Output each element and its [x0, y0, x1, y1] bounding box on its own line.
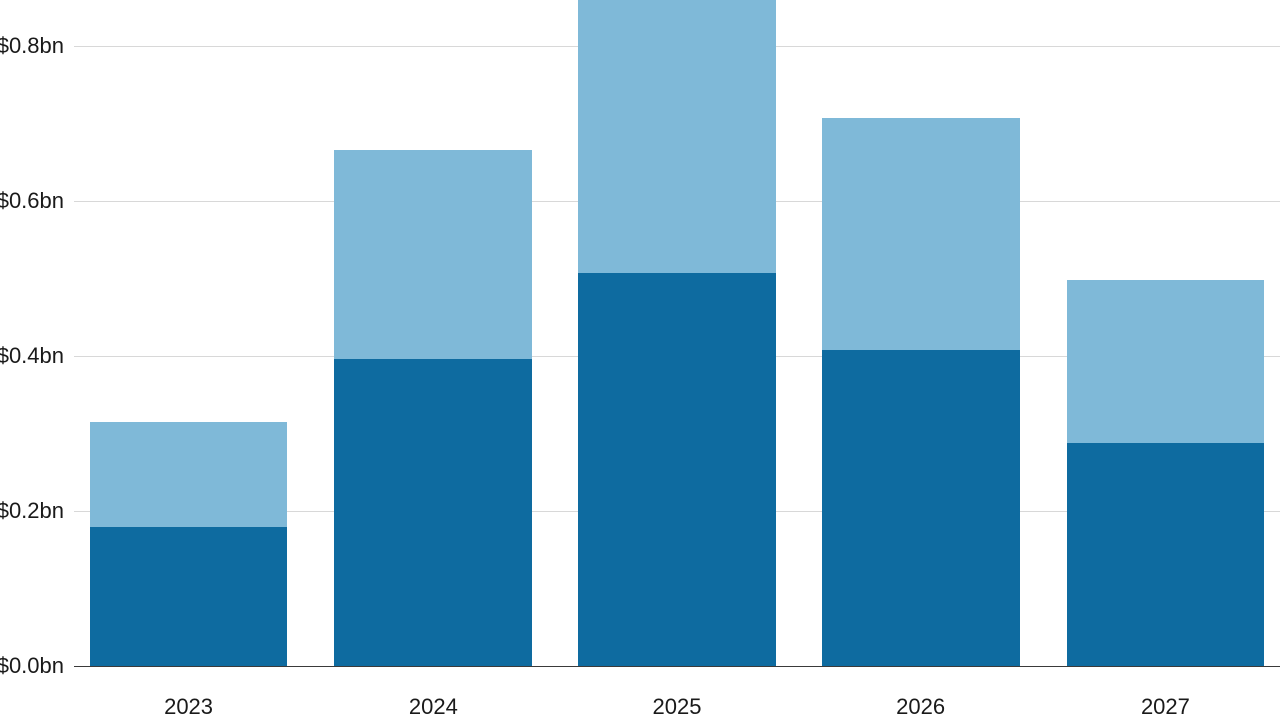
bar-segment-top [90, 422, 288, 527]
bar [90, 0, 288, 666]
bar-segment-top [578, 0, 776, 273]
bar [578, 0, 776, 666]
bar-segment-bottom [334, 359, 532, 666]
bar-segment-top [334, 150, 532, 359]
bar-segment-bottom [90, 527, 288, 666]
x-tick-label: 2027 [1141, 694, 1190, 720]
bar [822, 0, 1020, 666]
stacked-bar-chart: $0.0bn $0.2bn $0.4bn $0.6bn $0.8bn 2023 2024 2… [0, 0, 1280, 720]
y-tick-label: $0.8bn [0, 33, 64, 59]
x-tick-label: 2023 [164, 694, 213, 720]
bar-segment-top [822, 118, 1020, 350]
y-tick-label: $0.6bn [0, 188, 64, 214]
bar-segment-bottom [578, 273, 776, 666]
y-tick-label: $0.2bn [0, 498, 64, 524]
baseline [74, 666, 1280, 667]
bar [334, 0, 532, 666]
y-tick-label: $0.4bn [0, 343, 64, 369]
x-tick-label: 2025 [653, 694, 702, 720]
bar-segment-bottom [822, 350, 1020, 666]
bar-segment-top [1067, 280, 1265, 443]
x-tick-label: 2024 [409, 694, 458, 720]
bar-segment-bottom [1067, 443, 1265, 666]
bar [1067, 0, 1265, 666]
y-tick-label: $0.0bn [0, 653, 64, 679]
x-tick-label: 2026 [896, 694, 945, 720]
plot-area [74, 0, 1280, 666]
